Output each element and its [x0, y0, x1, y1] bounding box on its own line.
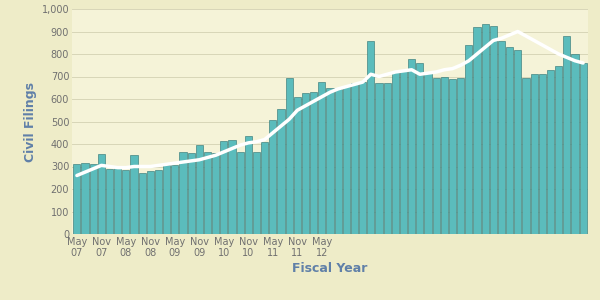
Bar [571, 54, 578, 234]
Y-axis label: Civil Filings: Civil Filings [25, 82, 37, 161]
Bar [473, 27, 481, 234]
Bar [392, 72, 399, 234]
Bar [326, 88, 334, 234]
Bar [547, 70, 554, 234]
Bar [130, 155, 137, 234]
Bar [139, 173, 146, 234]
Bar [523, 78, 530, 234]
Bar [555, 66, 562, 234]
Bar [196, 145, 203, 234]
Bar [343, 85, 350, 234]
Bar [376, 83, 383, 234]
Bar [465, 45, 472, 234]
Bar [400, 71, 407, 234]
Bar [114, 168, 121, 234]
Bar [359, 82, 366, 234]
Bar [188, 153, 195, 234]
Bar [253, 152, 260, 234]
Bar [82, 163, 89, 234]
Bar [302, 93, 309, 234]
Bar [490, 26, 497, 234]
X-axis label: Fiscal Year: Fiscal Year [292, 262, 368, 275]
Bar [383, 83, 391, 234]
Bar [294, 97, 301, 234]
Bar [457, 78, 464, 234]
Bar [98, 154, 105, 234]
Bar [171, 165, 178, 234]
Bar [318, 82, 325, 234]
Bar [351, 83, 358, 234]
Bar [433, 78, 440, 234]
Bar [563, 36, 571, 234]
Bar [335, 89, 342, 234]
Bar [424, 72, 431, 234]
Bar [236, 152, 244, 234]
Bar [530, 74, 538, 234]
Bar [204, 152, 211, 234]
Bar [367, 40, 374, 234]
Bar [277, 109, 284, 234]
Bar [506, 47, 513, 234]
Bar [498, 40, 505, 234]
Bar [514, 50, 521, 234]
Bar [122, 170, 130, 234]
Bar [229, 140, 236, 234]
Bar [155, 170, 162, 234]
Bar [269, 120, 277, 234]
Bar [147, 171, 154, 234]
Bar [212, 153, 219, 234]
Bar [73, 164, 80, 234]
Bar [89, 164, 97, 234]
Bar [220, 141, 227, 234]
Bar [286, 78, 293, 234]
Bar [261, 142, 268, 234]
Bar [416, 63, 424, 234]
Bar [580, 63, 587, 234]
Bar [179, 152, 187, 234]
Bar [539, 74, 546, 234]
Bar [408, 58, 415, 234]
Bar [449, 79, 456, 234]
Bar [245, 136, 252, 234]
Bar [441, 76, 448, 234]
Bar [482, 24, 489, 234]
Bar [310, 92, 317, 234]
Bar [163, 165, 170, 234]
Bar [106, 169, 113, 234]
